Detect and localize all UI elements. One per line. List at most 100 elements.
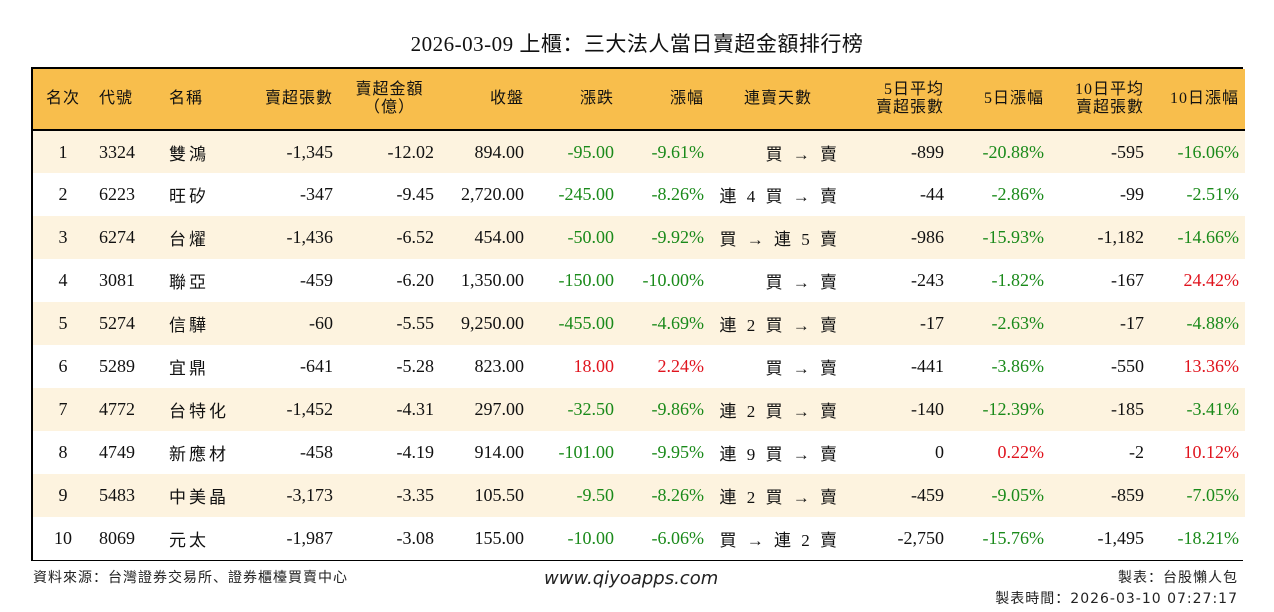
change-cell: -10.00 (567, 528, 615, 548)
made-time: 製表時間：2026-03-10 07:27:17 (995, 591, 1238, 607)
rank-cell: 6 (58, 356, 68, 376)
code-cell: 4749 (99, 442, 135, 462)
data-source: 資料來源：台灣證券交易所、證券櫃檯買賣中心 (33, 570, 348, 586)
rank-cell: 4 (58, 270, 68, 290)
avg10-cell: -2 (1129, 442, 1144, 462)
rank-cell: 10 (54, 528, 72, 548)
avg10-cell: -859 (1111, 485, 1144, 505)
header-chg5: 5日漲幅 (983, 90, 1044, 107)
sell-lots-cell: -1,345 (286, 141, 334, 162)
website-url: www.qiyoapps.com (544, 568, 719, 589)
sell-lots-cell: -641 (300, 356, 333, 376)
header-rank: 名次 (45, 90, 80, 107)
streak-cell: 連 9 買 → 賣 (719, 445, 840, 464)
header-avg5: 5日平均 賣超張數 (875, 81, 944, 116)
rank-cell: 9 (58, 485, 68, 505)
chg10-cell: 24.42% (1183, 270, 1240, 290)
chg5-cell: -3.86% (991, 356, 1045, 376)
chg5-cell: -12.39% (982, 399, 1045, 419)
rank-cell: 2 (58, 184, 68, 204)
sell-amount-cell: -4.19 (396, 442, 435, 462)
change-cell: -101.00 (558, 442, 615, 462)
code-cell: 8069 (99, 528, 135, 548)
close-cell: 155.00 (474, 528, 525, 548)
close-cell: 894.00 (474, 141, 525, 162)
close-cell: 1,350.00 (461, 270, 524, 290)
sell-lots-cell: -1,436 (286, 227, 334, 247)
change-cell: -50.00 (567, 227, 615, 247)
header-change: 漲跌 (579, 90, 614, 107)
sell-amount-cell: -5.55 (396, 313, 435, 333)
sell-amount-cell: -3.35 (396, 485, 435, 505)
table-row: 2 6223 旺矽 -347 -9.45 2,720.00 -245.00 -8.26% 連 4… (33, 173, 1245, 216)
header-avg10: 10日平均 賣超張數 (1074, 81, 1144, 116)
table-row: 10 8069 元太 -1,987 -3.08 155.00 -10.00 -6.06% 買 →… (33, 517, 1245, 560)
code-cell: 5289 (99, 356, 135, 376)
name-cell: 中美晶 (169, 488, 229, 507)
header-code: 代號 (99, 90, 134, 107)
close-cell: 297.00 (474, 399, 525, 419)
streak-cell: 買 → 連 5 賣 (719, 230, 840, 249)
close-cell: 2,720.00 (461, 184, 524, 204)
header-sell-amount: 賣超金額 （億） (355, 81, 424, 116)
rank-cell: 5 (58, 313, 68, 333)
ranking-table-container: 名次 代號 名稱 賣超張數 賣超金額 （億） 收盤 漲跌 漲幅 連賣天數 5日平均… (31, 67, 1245, 561)
sell-amount-cell: -3.08 (396, 528, 435, 548)
change-pct-cell: -9.92% (651, 227, 705, 247)
chg5-cell: -15.76% (982, 528, 1045, 548)
close-cell: 823.00 (474, 356, 525, 376)
code-cell: 3324 (99, 141, 135, 162)
sell-amount-cell: -12.02 (387, 141, 435, 162)
code-cell: 6274 (99, 227, 135, 247)
streak-cell: 連 2 買 → 賣 (719, 488, 840, 507)
avg10-cell: -17 (1120, 313, 1144, 333)
chg5-cell: -1.82% (991, 270, 1045, 290)
name-cell: 信驊 (169, 316, 209, 335)
chg5-cell: 0.22% (997, 442, 1045, 462)
rank-cell: 8 (58, 442, 68, 462)
sell-amount-cell: -4.31 (396, 399, 435, 419)
header-sell-lots: 賣超張數 (264, 90, 333, 107)
name-cell: 台燿 (169, 230, 209, 249)
code-cell: 4772 (99, 399, 135, 419)
table-row: 4 3081 聯亞 -459 -6.20 1,350.00 -150.00 -10.00% 買 … (33, 259, 1245, 302)
ranking-table: 名次 代號 名稱 賣超張數 賣超金額 （億） 收盤 漲跌 漲幅 連賣天數 5日平均… (33, 69, 1245, 560)
header-name: 名稱 (169, 90, 204, 107)
chg5-cell: -2.63% (991, 313, 1045, 333)
close-cell: 9,250.00 (461, 313, 524, 333)
table-row: 3 6274 台燿 -1,436 -6.52 454.00 -50.00 -9.92% 買 → … (33, 216, 1245, 259)
chg10-cell: 13.36% (1183, 356, 1240, 376)
code-cell: 6223 (99, 184, 135, 204)
change-pct-cell: -8.26% (651, 184, 705, 204)
avg10-cell: -595 (1111, 141, 1144, 162)
sell-amount-cell: -9.45 (396, 184, 435, 204)
table-row: 1 3324 雙鴻 -1,345 -12.02 894.00 -95.00 -9.61% 買 →… (33, 130, 1245, 173)
change-cell: -150.00 (558, 270, 615, 290)
sell-lots-cell: -1,987 (286, 528, 334, 548)
chg10-cell: -14.66% (1177, 227, 1240, 247)
header-streak: 連賣天數 (743, 90, 812, 107)
table-row: 5 5274 信驊 -60 -5.55 9,250.00 -455.00 -4.69% 連 2 … (33, 302, 1245, 345)
chg10-cell: -3.41% (1186, 399, 1240, 419)
maker-label: 製表：台股懶人包 (1118, 570, 1238, 586)
table-row: 6 5289 宜鼎 -641 -5.28 823.00 18.00 2.24% 買 → 賣 -44… (33, 345, 1245, 388)
table-header-row: 名次 代號 名稱 賣超張數 賣超金額 （億） 收盤 漲跌 漲幅 連賣天數 5日平均… (33, 69, 1245, 130)
chg5-cell: -20.88% (982, 141, 1045, 162)
avg10-cell: -185 (1111, 399, 1144, 419)
avg10-cell: -1,495 (1097, 528, 1145, 548)
code-cell: 3081 (99, 270, 135, 290)
chg10-cell: -7.05% (1186, 485, 1240, 505)
table-row: 9 5483 中美晶 -3,173 -3.35 105.50 -9.50 -8.26% 連 2 … (33, 474, 1245, 517)
change-pct-cell: -9.61% (651, 141, 705, 162)
chg10-cell: -18.21% (1177, 528, 1240, 548)
code-cell: 5483 (99, 485, 135, 505)
name-cell: 元太 (169, 531, 209, 550)
chg5-cell: -2.86% (991, 184, 1045, 204)
table-row: 8 4749 新應材 -458 -4.19 914.00 -101.00 -9.95% 連 9 … (33, 431, 1245, 474)
close-cell: 914.00 (474, 442, 525, 462)
sell-lots-cell: -458 (300, 442, 333, 462)
header-close: 收盤 (489, 90, 524, 107)
avg5-cell: -441 (911, 356, 944, 376)
chg5-cell: -9.05% (991, 485, 1045, 505)
table-body: 1 3324 雙鴻 -1,345 -12.02 894.00 -95.00 -9.61% 買 →… (33, 130, 1245, 560)
